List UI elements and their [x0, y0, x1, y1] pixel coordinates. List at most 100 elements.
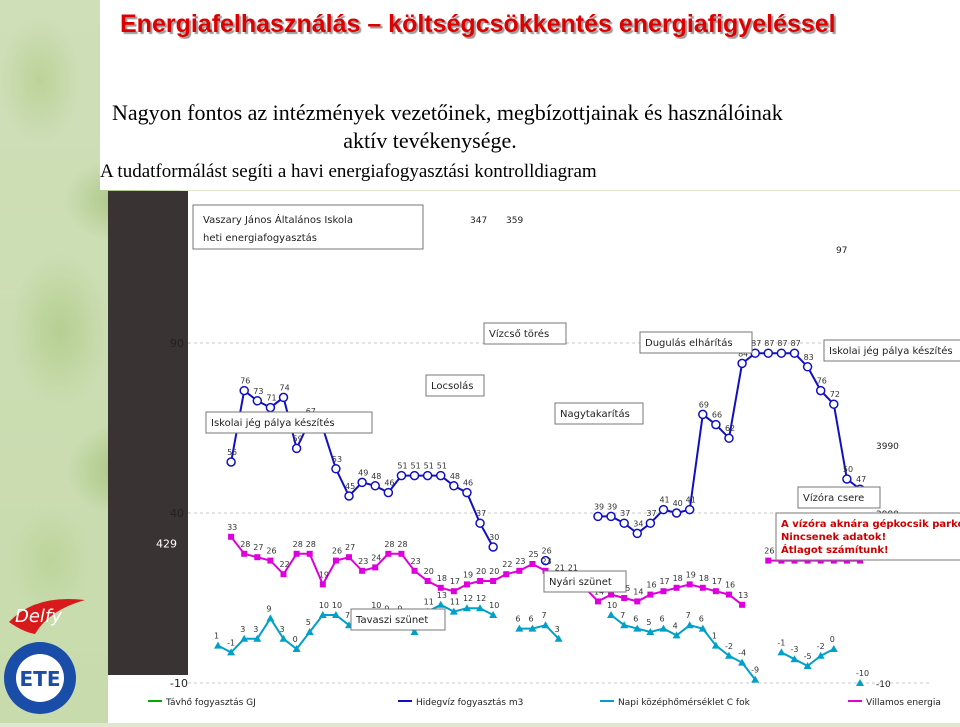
- data-point: [763, 348, 774, 358]
- data-point: [331, 464, 341, 474]
- annotation-box: [483, 322, 567, 345]
- data-label: 20: [424, 567, 434, 576]
- data-point: [660, 588, 667, 595]
- data-label: 10: [607, 601, 617, 610]
- data-point: [608, 591, 615, 598]
- data-point: [410, 628, 419, 635]
- data-point: [857, 557, 863, 564]
- subtitle-box: Nagyon fontos az intézmények vezetőinek,…: [100, 60, 960, 190]
- svg-text:Delfy: Delfy: [15, 606, 62, 627]
- data-label: 73: [253, 387, 263, 396]
- data-label: 5: [646, 618, 651, 627]
- annotation-text: Tavaszi szünet: [355, 615, 428, 626]
- top-label: 97: [836, 246, 847, 256]
- data-point: [398, 550, 405, 557]
- data-label: 20: [476, 567, 486, 576]
- data-label: 39: [607, 502, 617, 511]
- data-label: 23: [411, 557, 421, 566]
- annotation-box: [775, 512, 960, 561]
- data-label: -2: [817, 642, 825, 651]
- data-point: [724, 433, 734, 443]
- annotation-text: Locsolás: [431, 380, 473, 392]
- data-label: 22: [280, 560, 290, 569]
- data-label: 17: [712, 577, 722, 586]
- data-point: [346, 554, 353, 561]
- data-label: 53: [332, 455, 342, 464]
- annotation-box: [797, 486, 881, 509]
- data-label: 6: [528, 615, 533, 624]
- subtitle-line-2: aktív tevékenysége.: [343, 128, 517, 153]
- data-label: 21: [568, 564, 578, 573]
- data-label: -9: [751, 666, 759, 675]
- data-label: 37: [646, 509, 656, 518]
- data-point: [541, 621, 550, 629]
- data-point: [306, 550, 313, 557]
- data-label: 7: [542, 611, 547, 620]
- data-label: 37: [620, 509, 630, 518]
- data-point: [791, 557, 798, 564]
- data-point: [227, 648, 236, 656]
- annotation-box: [823, 339, 960, 362]
- data-label: 22: [502, 560, 512, 569]
- data-label: 62: [725, 424, 735, 433]
- data-label: 18: [437, 574, 447, 583]
- data-point: [804, 557, 811, 564]
- data-point: [658, 504, 669, 515]
- data-label: 20: [489, 567, 499, 576]
- data-point: [632, 528, 643, 539]
- data-point: [778, 557, 785, 564]
- data-point: [619, 518, 629, 528]
- data-label: 48: [371, 472, 381, 481]
- subtitle-line-1: Nagyon fontos az intézmények vezetőinek,…: [112, 100, 783, 125]
- slide-title: Energiafelhasználás – költségcsökkentés …: [120, 10, 836, 38]
- data-label: 1: [214, 632, 219, 641]
- data-point: [383, 487, 394, 498]
- data-point: [266, 614, 275, 622]
- data-label: 10: [332, 601, 342, 610]
- data-label: 25: [528, 550, 538, 559]
- annotation-text: Vízóra csere: [803, 492, 864, 504]
- data-label: 4: [673, 621, 678, 630]
- data-point: [671, 508, 682, 518]
- data-point: [790, 655, 799, 663]
- data-label: 19: [686, 570, 696, 579]
- data-point: [673, 584, 680, 591]
- annotation-text: Átlagot számítunk!: [781, 543, 889, 556]
- data-point: [686, 581, 693, 588]
- data-point: [463, 581, 470, 588]
- data-label: 47: [856, 475, 866, 484]
- annotation-box: [554, 402, 644, 425]
- data-point: [645, 518, 656, 528]
- data-label: 3: [253, 625, 258, 634]
- data-label: 59: [293, 434, 303, 443]
- data-label: 51: [437, 462, 447, 471]
- data-point: [476, 604, 485, 612]
- data-point: [830, 557, 837, 564]
- data-label: 87: [764, 339, 774, 348]
- annotation-text: Nagytakarítás: [560, 408, 630, 420]
- data-label: 49: [358, 468, 368, 477]
- data-point: [267, 557, 274, 564]
- data-label: 3: [555, 625, 560, 634]
- data-point: [816, 651, 825, 659]
- data-label: 12: [476, 594, 486, 603]
- data-label: 83: [804, 353, 814, 362]
- data-label: -1: [777, 638, 785, 647]
- data-label: 0: [830, 635, 835, 644]
- data-label: 51: [397, 462, 407, 471]
- data-point: [647, 591, 654, 598]
- data-point: [254, 554, 261, 561]
- chart-title-line: heti energiafogyasztás: [203, 232, 317, 244]
- data-label: 40: [673, 499, 683, 508]
- data-point: [856, 679, 864, 686]
- plot-background: [188, 191, 960, 723]
- data-label: 69: [699, 400, 709, 409]
- data-label: 3: [240, 625, 245, 634]
- data-label: 17: [659, 577, 669, 586]
- data-point: [462, 487, 472, 498]
- data-point: [280, 571, 287, 578]
- data-point: [490, 578, 497, 584]
- data-label: 11: [450, 598, 460, 607]
- data-point: [698, 624, 707, 632]
- data-point: [777, 648, 786, 656]
